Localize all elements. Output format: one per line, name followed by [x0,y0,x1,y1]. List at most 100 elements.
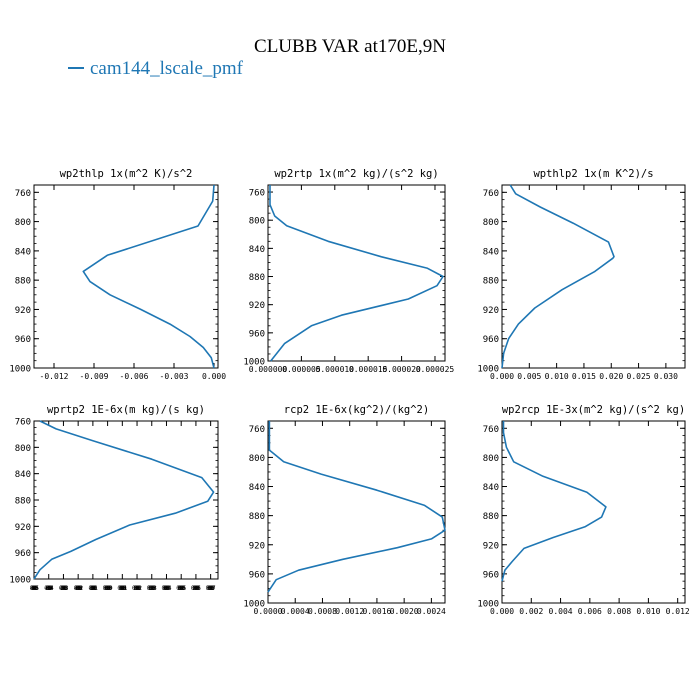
x-tick-label: -0.000000001 [88,585,98,592]
x-tick-label: 0.000000002 [132,585,142,592]
x-tick-label: 0.005 [517,372,541,381]
x-tick-label: 0.000000 [249,365,288,374]
y-tick-label: 800 [249,454,265,464]
x-tick-label: 0.000 [202,372,226,381]
x-tick-label: 0.000 [490,607,514,616]
chart-title: wp2rtp 1x(m^2 kg)/(s^2 kg) [274,168,438,180]
x-tick-label: 0.000000007 [206,585,216,592]
y-tick-label: 920 [249,301,265,311]
chart-title: wprtp2 1E-6x(m kg)/(s kg) [47,404,205,416]
series-line-cam144 [33,420,215,580]
y-tick-label: 840 [15,247,31,257]
y-tick-label: 880 [15,497,31,507]
y-tick-label: 960 [483,570,499,580]
x-tick-label: 0.0020 [390,607,419,616]
x-tick-label: 0.0012 [335,607,364,616]
x-tick-label: 0.000015 [349,365,388,374]
legend-entry: cam144_lscale_pmf [68,58,243,80]
y-tick-label: 840 [483,483,499,493]
y-tick-label: 960 [249,329,265,339]
y-tick-label: 800 [15,218,31,228]
y-tick-label: 1000 [9,365,31,375]
y-tick-label: 1000 [477,600,499,610]
x-tick-label: 0.000 [490,372,514,381]
chart-title: wpthlp2 1x(m K^2)/s [533,168,653,180]
page-title: CLUBB VAR at170E,9N [254,36,446,57]
legend-label: cam144_lscale_pmf [90,58,244,79]
y-tick-label: 960 [15,549,31,559]
y-tick-label: 920 [483,306,499,316]
y-tick-label: 840 [249,245,265,255]
plot-frame [501,184,686,369]
x-tick-label: 0.000000004 [161,585,171,592]
plot-frame [267,420,446,604]
y-tick-label: 880 [15,277,31,287]
x-tick-label: 0.006 [578,607,602,616]
x-tick-label: -0.000000002 [73,585,83,592]
y-tick-label: 800 [483,218,499,228]
y-tick-label: 840 [15,470,31,480]
chart-title: wp2thlp 1x(m^2 K)/s^2 [60,168,193,180]
y-tick-label: 800 [15,444,31,454]
y-tick-label: 1000 [243,600,265,610]
y-tick-label: 760 [483,189,499,199]
x-tick-label: 0.020 [599,372,623,381]
x-tick-label: 0.000005 [282,365,321,374]
y-tick-label: 800 [249,217,265,227]
y-tick-label: 880 [483,277,499,287]
x-tick-label: -0.003 [160,372,189,381]
y-tick-label: 760 [15,418,31,428]
y-tick-label: 1000 [243,358,265,368]
chart-panel-4: wprtp2 1E-6x(m kg)/(s kg) 760 800 840 880 920… [9,404,219,592]
plot-frame [33,184,219,369]
x-tick-label: 0.002 [519,607,543,616]
y-tick-label: 960 [483,335,499,345]
y-tick-label: 760 [15,189,31,199]
chart-panel-3: wpthlp2 1x(m K^2)/s 760 800 840 880 920 960 100… [477,168,686,381]
x-tick-label: -0.009 [80,372,109,381]
y-tick-label: 880 [249,273,265,283]
series-line-cam144 [269,185,444,362]
y-tick-label: 920 [15,523,31,533]
y-tick-label: 840 [249,483,265,493]
x-tick-label: 0.000000006 [191,585,201,592]
x-tick-label: 0.012 [666,607,690,616]
x-tick-label: 0.000000000 [103,585,113,592]
x-tick-label: 0.015 [572,372,596,381]
y-tick-label: 760 [249,189,265,199]
y-tick-label: 840 [483,247,499,257]
y-tick-label: 760 [483,425,499,435]
chart-title: rcp2 1E-6x(kg^2)/(kg^2) [284,404,429,416]
series-line-cam144 [267,421,446,593]
x-tick-label: 0.000000005 [176,585,186,592]
x-tick-label: 0.030 [654,372,678,381]
x-tick-label: 0.0004 [281,607,310,616]
x-tick-label: 0.000000001 [117,585,127,592]
y-tick-label: 920 [249,541,265,551]
x-tick-label: 0.008 [607,607,631,616]
chart-panel-2: wp2rtp 1x(m^2 kg)/(s^2 kg) 760 800 840 880 92… [243,168,454,374]
x-tick-label: 0.0024 [417,607,446,616]
x-tick-label: -0.006 [120,372,149,381]
y-tick-label: 760 [249,425,265,435]
x-tick-label: -0.000000005 [29,585,39,592]
x-tick-label: -0.000000003 [58,585,68,592]
x-tick-label: -0.000000004 [44,585,54,592]
series-line-cam144 [82,184,215,369]
series-line-cam144 [501,184,615,369]
x-tick-label: 0.010 [636,607,660,616]
chart-title: wp2rcp 1E-3x(m^2 kg)/(s^2 kg) [502,404,685,416]
x-tick-label: -0.012 [40,372,69,381]
x-tick-label: 0.0008 [308,607,337,616]
x-tick-label: 0.004 [549,607,573,616]
x-tick-label: 0.000020 [382,365,421,374]
plot-frame [267,184,446,362]
x-tick-label: 0.000000003 [147,585,157,592]
y-tick-label: 920 [15,306,31,316]
y-tick-label: 920 [483,541,499,551]
x-tick-label: 0.0000 [254,607,283,616]
y-tick-label: 1000 [477,365,499,375]
series-line-cam144 [501,421,607,582]
y-tick-label: 960 [15,335,31,345]
y-tick-label: 800 [483,454,499,464]
